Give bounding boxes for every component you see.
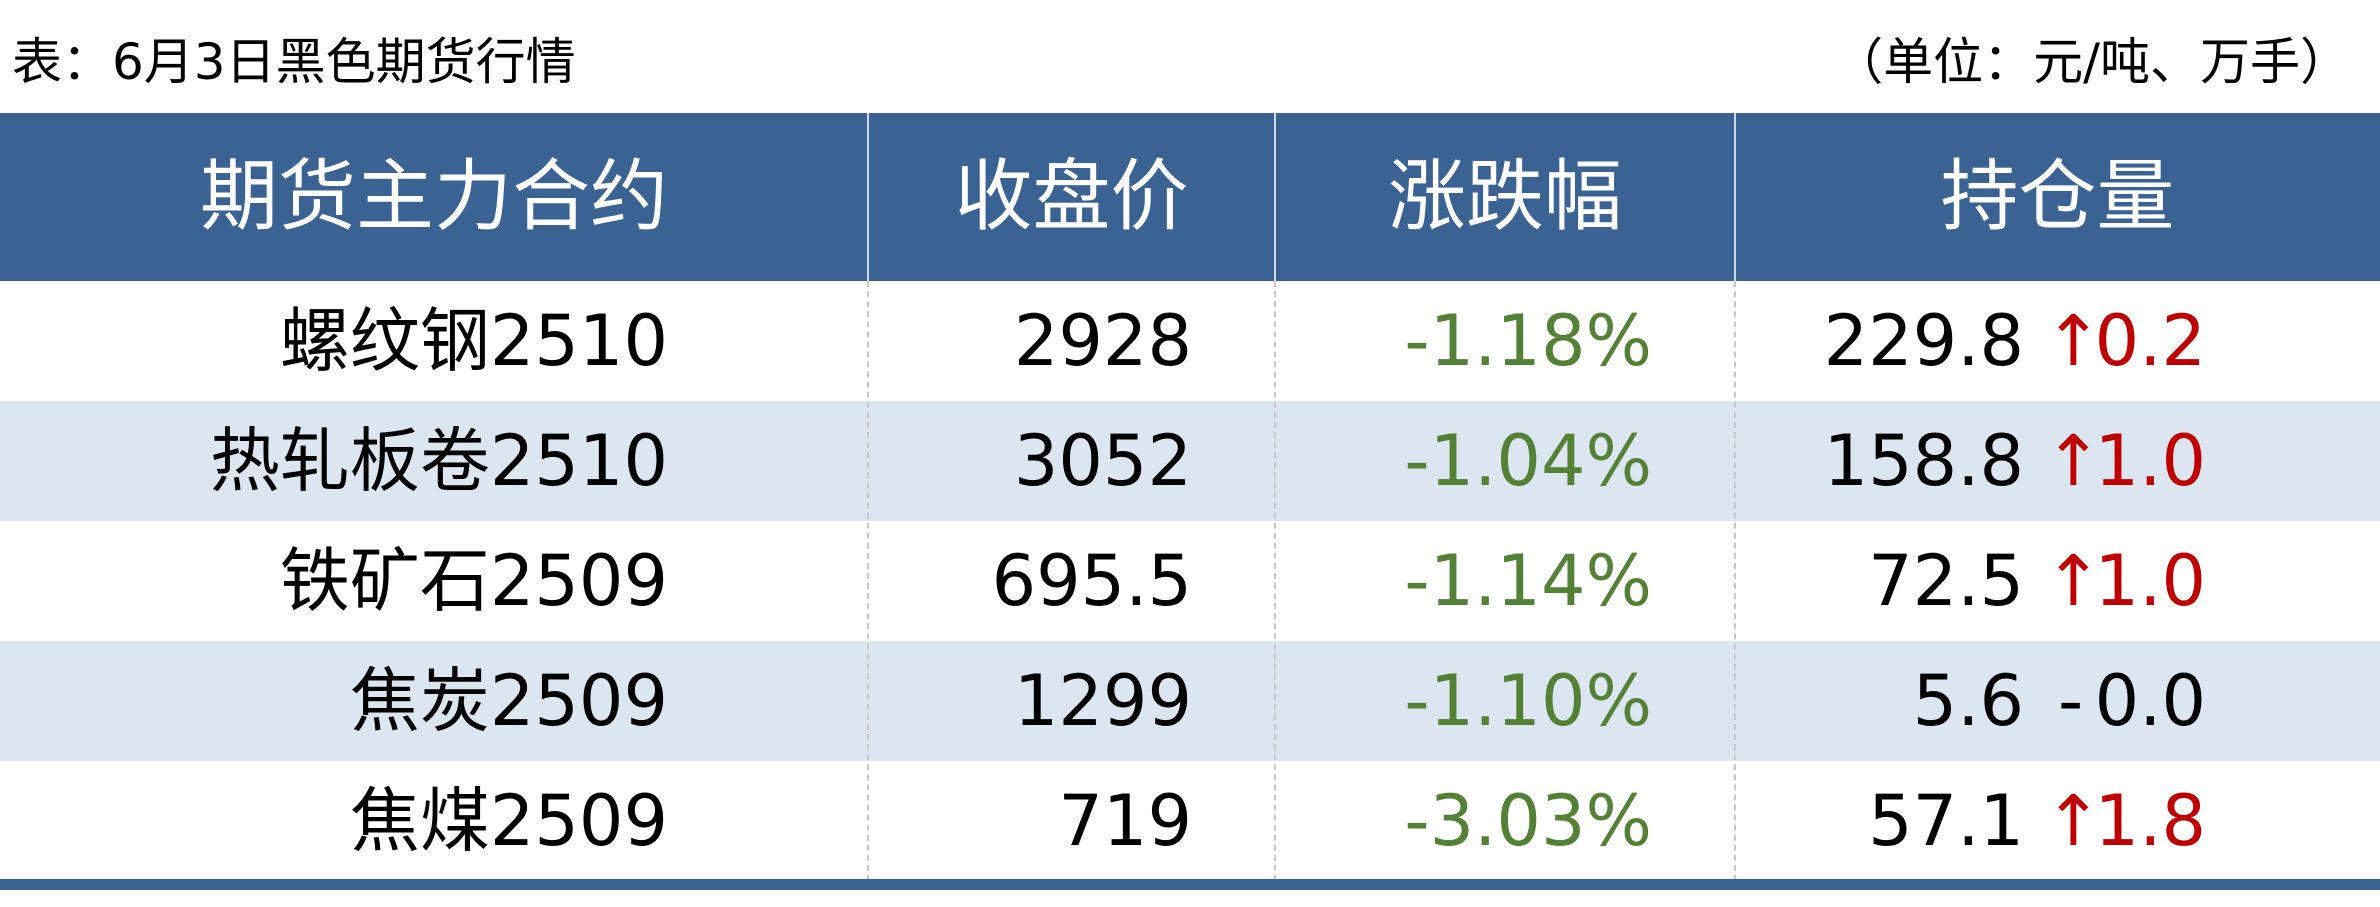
close-price: 719	[1058, 780, 1192, 862]
column-divider	[1734, 113, 1736, 281]
contract-name: 螺纹钢2510	[279, 300, 668, 382]
oi-change: 0.2	[2094, 300, 2206, 382]
column-divider	[1734, 281, 1736, 881]
change-pct: -1.04%	[1404, 420, 1652, 502]
unit-note: （单位：元/吨、万手）	[1833, 33, 2350, 91]
contract-name: 焦炭2509	[349, 660, 668, 742]
oi-direction: -	[2058, 660, 2084, 742]
close-price: 1299	[1013, 660, 1192, 742]
open-interest: 229.8	[1823, 300, 2024, 382]
column-header: 持仓量	[1940, 153, 2175, 240]
table-header: 期货主力合约 收盘价 涨跌幅 持仓量	[0, 113, 2380, 281]
column-divider	[1274, 281, 1276, 881]
oi-direction: ↑	[2044, 300, 2103, 382]
column-divider	[867, 281, 869, 881]
contract-name: 铁矿石2509	[279, 540, 668, 622]
oi-change: 1.8	[2094, 780, 2206, 862]
oi-change: 0.0	[2094, 660, 2206, 742]
open-interest: 72.5	[1868, 540, 2024, 622]
column-header: 期货主力合约	[199, 153, 668, 240]
open-interest: 57.1	[1868, 780, 2024, 862]
close-price: 2928	[1013, 300, 1192, 382]
open-interest: 158.8	[1823, 420, 2024, 502]
column-header: 涨跌幅	[1387, 153, 1622, 240]
oi-change: 1.0	[2094, 540, 2206, 622]
table-title: 表：6月3日黑色期货行情	[12, 33, 576, 91]
table-row: 螺纹钢2510 2928 -1.18% 229.8 ↑ 0.2	[0, 281, 2380, 401]
column-divider	[1274, 113, 1276, 281]
table-row: 焦炭2509 1299 -1.10% 5.6-0.0	[0, 641, 2380, 761]
close-price: 695.5	[991, 540, 1192, 622]
contract-name: 热轧板卷2510	[209, 420, 668, 502]
table-row: 焦煤2509 719 -3.03% 57.1 ↑ 1.8	[0, 761, 2380, 881]
oi-change: 1.0	[2094, 420, 2206, 502]
column-divider	[867, 113, 869, 281]
change-pct: -1.10%	[1404, 660, 1652, 742]
oi-direction: ↑	[2044, 420, 2103, 502]
oi-direction: ↑	[2044, 780, 2103, 862]
contract-name: 焦煤2509	[349, 780, 668, 862]
change-pct: -1.14%	[1404, 540, 1652, 622]
bottom-rule	[0, 879, 2380, 890]
table-row: 铁矿石2509 695.5 -1.14% 72.5 ↑ 1.0	[0, 521, 2380, 641]
column-header: 收盘价	[954, 153, 1189, 240]
change-pct: -1.18%	[1404, 300, 1652, 382]
table-row: 热轧板卷2510 3052 -1.04% 158.8 ↑ 1.0	[0, 401, 2380, 521]
oi-direction: ↑	[2044, 540, 2103, 622]
change-pct: -3.03%	[1404, 780, 1652, 862]
open-interest: 5.6	[1912, 660, 2024, 742]
close-price: 3052	[1013, 420, 1192, 502]
